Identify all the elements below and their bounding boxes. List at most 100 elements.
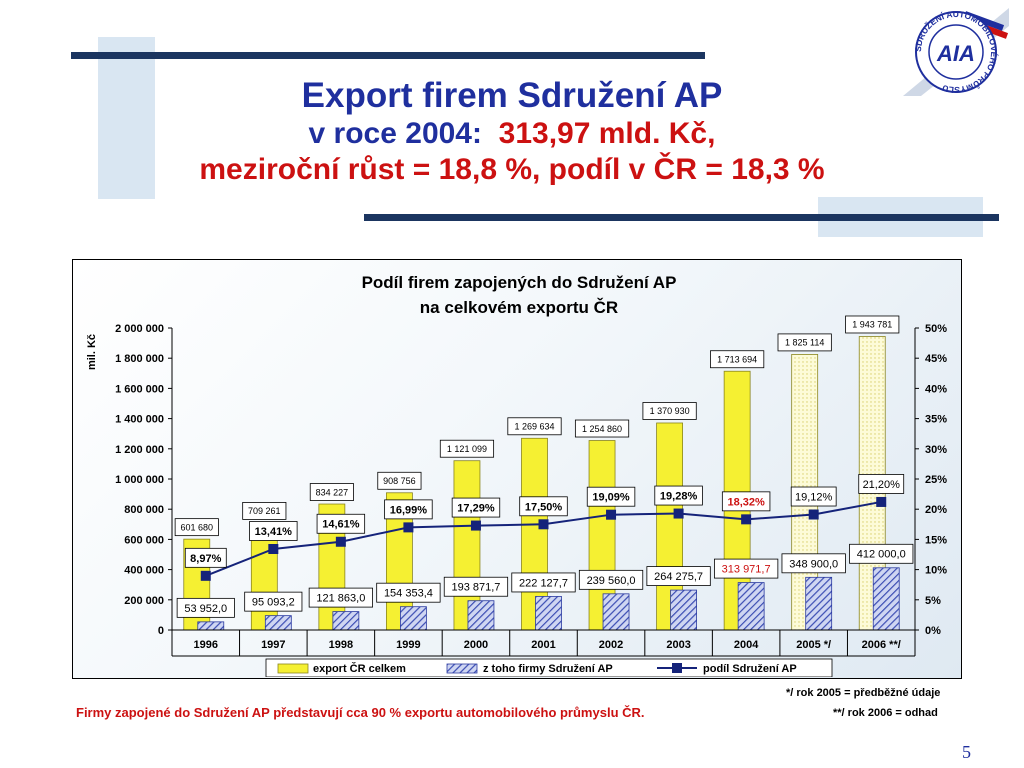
label-box xyxy=(849,543,914,564)
label-text: 1 269 634 xyxy=(514,422,554,432)
label-box xyxy=(316,513,366,534)
data-label-ap: 95 093,2 xyxy=(244,591,303,612)
subtitle-prefix: v roce 2004: xyxy=(308,117,482,150)
y-axis-label: mil. Kč xyxy=(86,334,98,370)
share-marker xyxy=(606,509,617,520)
label-box xyxy=(714,558,779,579)
bar-ap-firms xyxy=(400,606,427,631)
label-box xyxy=(586,486,636,507)
label-text: 313 971,7 xyxy=(722,564,771,576)
y2-tick-label: 15% xyxy=(925,534,947,546)
label-text: 908 756 xyxy=(383,476,416,486)
data-label-ap: 154 353,4 xyxy=(376,582,441,603)
label-box xyxy=(384,499,433,520)
data-label-pct: 14,61% xyxy=(316,513,366,534)
y-tick-label: 400 000 xyxy=(124,565,164,577)
y-tick-label: 1 800 000 xyxy=(115,353,164,365)
label-box xyxy=(308,587,373,608)
label-box xyxy=(654,485,703,506)
data-label-pct: 18,32% xyxy=(721,491,771,512)
label-text: 13,41% xyxy=(255,526,293,538)
share-marker xyxy=(268,544,279,555)
label-text: 154 353,4 xyxy=(384,588,433,600)
legend-label-total: export ČR celkem xyxy=(313,662,406,675)
chart-frame: Podíl firem zapojených do Sdružení AP na… xyxy=(72,259,962,679)
y2-tick-label: 50% xyxy=(925,323,947,335)
label-box xyxy=(451,497,501,518)
share-marker xyxy=(673,508,684,519)
label-text: 8,97% xyxy=(190,553,221,565)
label-box xyxy=(244,591,303,612)
y-tick-label: 1 600 000 xyxy=(115,383,164,395)
chart-title-line1: Podíl firem zapojených do Sdružení AP xyxy=(362,273,677,292)
chart-title-line2: na celkovém exportu ČR xyxy=(420,298,618,317)
label-text: 121 863,0 xyxy=(316,593,365,605)
label-text: 834 227 xyxy=(316,487,349,497)
label-text: 14,61% xyxy=(322,519,360,531)
bar-ap-firms xyxy=(197,621,225,631)
label-text: 17,50% xyxy=(525,501,563,513)
data-label-total: 834 227 xyxy=(309,483,354,501)
label-box xyxy=(646,566,711,586)
label-box xyxy=(242,502,287,520)
bar-ap-firms xyxy=(872,567,900,631)
label-box xyxy=(176,597,235,618)
deco-navy-line-top xyxy=(71,52,705,59)
label-box xyxy=(519,496,568,517)
label-box xyxy=(845,315,900,334)
growth-share-line: meziroční růst = 18,8 %, podíl v ČR = 18… xyxy=(199,153,825,186)
y-tick-label: 600 000 xyxy=(124,534,164,546)
footnote-2006: **/ rok 2006 = odhad xyxy=(833,707,938,719)
label-text: 264 275,7 xyxy=(654,571,703,583)
data-label-total: 709 261 xyxy=(242,502,287,520)
deco-light-block-left xyxy=(98,37,155,199)
data-label-pct: 21,20% xyxy=(858,474,905,494)
legend-swatch-ap xyxy=(446,663,478,674)
label-text: 412 000,0 xyxy=(857,549,906,561)
x-tick-label: 2005 */ xyxy=(796,639,831,651)
label-text: 53 952,0 xyxy=(184,603,227,615)
data-label-ap: 121 863,0 xyxy=(308,587,373,608)
bar-ap-firms xyxy=(805,576,833,631)
data-label-pct: 8,97% xyxy=(184,547,227,568)
share-marker xyxy=(200,570,211,581)
page-number: 5 xyxy=(962,742,971,762)
data-label-pct: 19,12% xyxy=(790,486,837,507)
data-label-pct: 19,09% xyxy=(586,486,636,507)
label-text: 348 900,0 xyxy=(789,558,838,570)
label-text: 222 127,7 xyxy=(519,577,568,589)
data-label-total: 1 943 781 xyxy=(845,315,900,334)
y2-tick-label: 45% xyxy=(925,353,947,365)
label-box xyxy=(777,333,832,352)
label-text: 1 254 860 xyxy=(582,424,622,434)
label-box xyxy=(790,486,837,507)
share-marker xyxy=(538,519,549,530)
label-box xyxy=(574,419,630,438)
data-label-ap: 222 127,7 xyxy=(511,572,576,593)
label-text: 95 093,2 xyxy=(252,597,295,609)
data-label-pct: 16,99% xyxy=(384,499,433,520)
data-label-ap: 239 560,0 xyxy=(578,569,644,590)
y2-tick-label: 20% xyxy=(925,504,947,516)
data-label-ap: 348 900,0 xyxy=(781,553,846,574)
label-text: 193 871,7 xyxy=(451,582,500,594)
label-box xyxy=(376,582,441,603)
page-subtitle: v roce 2004: 313,97 mld. Kč, xyxy=(0,117,1024,151)
logo-text: AIA xyxy=(936,41,975,66)
label-text: 21,20% xyxy=(863,479,901,491)
x-tick-label: 1999 xyxy=(396,639,420,651)
label-box xyxy=(309,483,354,501)
label-box xyxy=(377,471,422,490)
label-box xyxy=(721,491,771,512)
footnote-2005: */ rok 2005 = předběžné údaje xyxy=(786,687,941,699)
data-label-total: 1 370 930 xyxy=(642,402,697,420)
aia-logo: SDRUŽENÍ AUTOMOBILOVÉHO PRŮMYSLU AIA xyxy=(903,8,1009,96)
label-text: 18,32% xyxy=(727,496,765,508)
label-text: 19,28% xyxy=(660,491,698,503)
data-label-pct: 17,50% xyxy=(519,496,568,517)
data-label-ap: 313 971,7 xyxy=(714,558,779,579)
data-label-total: 1 269 634 xyxy=(507,417,562,436)
y2-tick-label: 35% xyxy=(925,414,947,426)
x-tick-label: 2002 xyxy=(599,639,623,651)
label-box xyxy=(439,439,495,458)
